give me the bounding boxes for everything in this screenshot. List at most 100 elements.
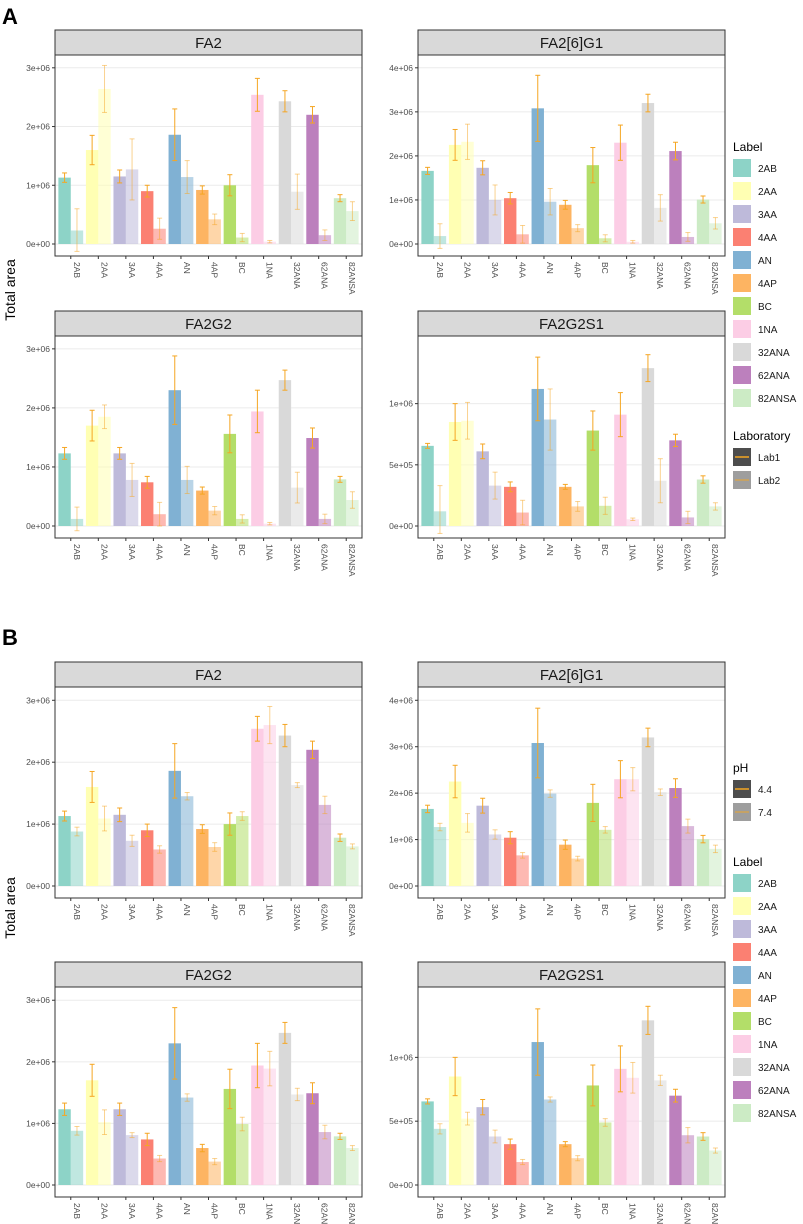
bar-3aa-s2 (488, 485, 502, 526)
x-tick-label-an: AN (182, 904, 192, 916)
bar-3aa-s1 (476, 167, 489, 244)
bar-4aa-s2 (153, 849, 166, 886)
bar-an-s1 (168, 1043, 181, 1185)
bar-32ana-s2 (654, 1080, 667, 1185)
bar-4ap-s1 (196, 829, 209, 886)
x-tick-label-3aa: 3AA (490, 1203, 500, 1219)
bar-bc-s2 (236, 1124, 249, 1185)
x-tick-label-4aa: 4AA (154, 544, 164, 560)
bar-82ansa-s2 (709, 223, 722, 244)
x-tick-label-bc: BC (600, 904, 610, 916)
panel-title-a-fa2: FA2 (195, 35, 222, 52)
bar-an-s1 (168, 134, 181, 244)
legend-swatch-1na (733, 1035, 751, 1053)
bar-62ana-s2 (318, 1132, 332, 1185)
bar-32ana-s2 (654, 480, 667, 526)
legend-label-32ana: 32ANA (758, 348, 790, 359)
x-tick-label-2ab: 2AB (435, 1203, 445, 1219)
y-tick-label: 0e+00 (26, 239, 50, 249)
x-tick-label-4ap: 4AP (573, 904, 583, 920)
bar-82ansa-s1 (696, 199, 710, 244)
bar-an-s1 (531, 743, 544, 886)
bar-4ap-s1 (559, 486, 572, 526)
bar-82ansa-s1 (696, 479, 710, 526)
bar-bc-s1 (223, 185, 237, 244)
legend-label-3aa: 3AA (758, 210, 777, 221)
bar-2ab-s2 (70, 1130, 84, 1185)
x-tick-label-1na: 1NA (628, 262, 638, 279)
x-tick-label-2ab: 2AB (72, 1203, 82, 1219)
x-tick-label-32ana: 32ANA (655, 544, 665, 571)
bar-bc-s2 (599, 829, 612, 886)
bar-3aa-s2 (125, 840, 139, 886)
x-tick-label-2aa: 2AA (462, 262, 472, 278)
bar-an-s1 (168, 770, 181, 886)
bar-1na-s1 (251, 94, 264, 244)
bar-4aa-s1 (141, 482, 154, 526)
x-tick-label-82ansa: 82ANSA (347, 544, 357, 577)
legend-label-82ansa: 82ANSA (758, 1109, 797, 1120)
panel-b-fa2g2s1: FA2G2S1 0e+00 5e+05 1e+06 2AB 2AA 3AA 4AA AN 4AP B… (389, 961, 726, 1224)
bar-an-s2 (180, 1097, 194, 1185)
bar-2ab-s1 (421, 1101, 434, 1185)
legend-swatch-2aa (733, 182, 751, 200)
x-tick-label-4aa: 4AA (517, 904, 527, 920)
y-tick-label: 3e+06 (26, 995, 50, 1005)
bar-1na-s2 (626, 779, 639, 886)
y-tick-label: 0e+00 (389, 239, 413, 249)
bar-62ana-s1 (306, 114, 319, 245)
x-tick-label-an: AN (545, 904, 555, 916)
legend-swatch-3aa (733, 920, 751, 938)
bar-4ap-s2 (571, 228, 584, 244)
bar-1na-s1 (614, 1068, 627, 1185)
bar-2aa-s1 (85, 150, 99, 244)
legend-label-32ana: 32ANA (758, 1063, 790, 1074)
bar-3aa-s2 (125, 169, 139, 244)
legend-swatch-1na (733, 320, 751, 338)
bar-2aa-s2 (98, 416, 111, 526)
panel-title-b-fa2g2: FA2G2 (185, 967, 232, 984)
x-tick-label-1na: 1NA (265, 904, 275, 921)
bar-2aa-s2 (98, 818, 111, 886)
x-tick-label-2aa: 2AA (462, 1203, 472, 1219)
bar-4aa-s2 (516, 855, 529, 886)
strip-a-fa2g2s1 (417, 310, 726, 337)
legend-swatch-4aa (733, 228, 751, 246)
bar-62ana-s1 (669, 788, 682, 886)
bar-4ap-s1 (559, 1144, 572, 1185)
legend-label-an: AN (758, 971, 772, 982)
y-tick-label: 5e+05 (389, 1116, 413, 1126)
y-axis-title-b: Total area (2, 877, 18, 939)
x-tick-label-4aa: 4AA (154, 904, 164, 920)
bar-bc-s2 (599, 505, 612, 526)
legend-title: Label (733, 140, 762, 154)
bar-2ab-s1 (58, 1109, 71, 1185)
bar-32ana-s1 (641, 737, 655, 886)
panel-title-b-fa2g2s1: FA2G2S1 (539, 967, 604, 984)
x-tick-label-2aa: 2AA (99, 262, 109, 278)
x-tick-label-an: AN (545, 544, 555, 556)
panel-title-a-fa2g2: FA2G2 (185, 316, 232, 333)
bar-3aa-s1 (476, 805, 489, 886)
y-tick-label: 1e+06 (389, 195, 413, 205)
x-tick-label-bc: BC (237, 904, 247, 916)
bar-32ana-s1 (278, 1032, 292, 1185)
y-tick-label: 3e+06 (389, 742, 413, 752)
x-tick-label-2aa: 2AA (99, 544, 109, 560)
bar-82ansa-s1 (333, 198, 347, 244)
legend-swatch-bc (733, 297, 751, 315)
x-tick-label-bc: BC (237, 1203, 247, 1215)
bar-3aa-s2 (488, 1136, 502, 1185)
legend-swatch-4ap (733, 274, 751, 292)
bar-82ansa-s2 (709, 848, 722, 886)
bar-1na-s1 (614, 779, 627, 886)
x-tick-label-62ana: 62ANA (683, 262, 693, 289)
x-tick-label-62ana: 62ANA (320, 262, 330, 289)
y-tick-label: 2e+06 (26, 757, 50, 767)
strip-a-fa2-6-g1 (417, 29, 726, 56)
bar-4ap-s2 (208, 510, 221, 526)
bar-32ana-s2 (291, 487, 304, 526)
bar-2ab-s2 (433, 1128, 447, 1185)
x-tick-label-32ana: 32ANA (655, 262, 665, 289)
legend-swatch-2aa (733, 897, 751, 915)
